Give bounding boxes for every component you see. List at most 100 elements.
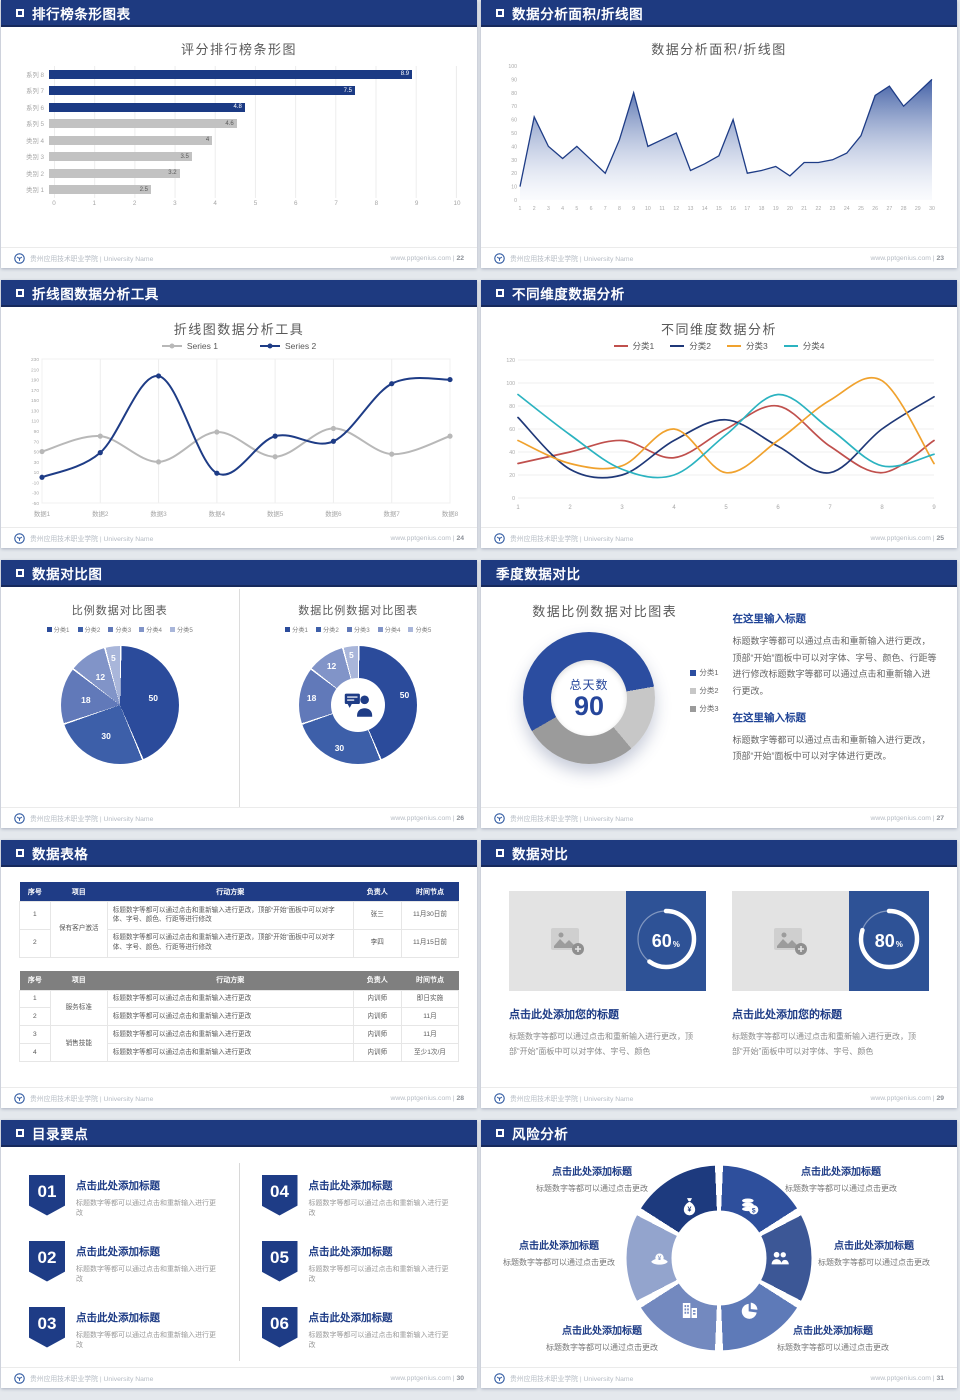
legend-item: 分类5: [408, 625, 431, 634]
page-number: 30: [456, 1374, 464, 1382]
square-bullet-icon: [16, 848, 24, 857]
slide-title: 数据表格: [32, 846, 89, 862]
slide-30-toc[interactable]: 目录要点 01 点击此处添加标题 标题数字等都可以通过点击和重新输入进行更改 02…: [1, 1120, 477, 1388]
square-bullet-icon: [16, 288, 24, 297]
slide-26-pie-comparison[interactable]: 数据对比图 比例数据对比图表 分类1 分类2 分类3 分类4 分类5 50 30 18 12 5…: [1, 560, 477, 828]
chart-legend: 分类1 分类2 分类3 分类4: [481, 340, 957, 352]
toc-body: 标题数字等都可以通过点击和重新输入进行更改: [76, 1331, 216, 1349]
donut-center: 总天数 90: [523, 632, 655, 764]
square-bullet-icon: [16, 8, 24, 17]
bar-row: 系列 5 4.6: [17, 116, 457, 133]
toc-title: 点击此处添加标题: [76, 1311, 160, 1324]
bar: 4.6: [49, 119, 237, 129]
slide-footer: 贵州应用技术职业学院 | University Name www.pptgeni…: [1, 247, 477, 268]
footer-school: 贵州应用技术职业学院 | University Name: [510, 256, 634, 263]
legend-item: 分类4: [377, 625, 400, 634]
risk-body: 标题数字等都可以通过点击更改: [785, 1184, 897, 1193]
square-bullet-icon: [496, 288, 504, 297]
card-title: 点击此处添加您的标题: [732, 1009, 842, 1021]
column-header: 负责人: [353, 970, 402, 991]
footer-site: www.pptgenius.com: [390, 1374, 451, 1382]
pie-chart: 50 30 18 12 5: [60, 646, 179, 764]
risk-title: 点击此处添加标题: [801, 1167, 881, 1178]
svg-text:21: 21: [801, 206, 807, 212]
legend-item: 分类1: [46, 625, 70, 634]
toc-item[interactable]: 04 点击此处添加标题 标题数字等都可以通过点击和重新输入进行更改: [261, 1174, 450, 1218]
toc-number-badge: 03: [29, 1306, 65, 1348]
legend-item: 分类1: [613, 340, 654, 352]
page-number: 25: [936, 534, 944, 542]
column-header: 序号: [19, 970, 51, 991]
slide-24-line-tool[interactable]: 折线图数据分析工具 折线图数据分析工具 Series 1 Series 2 -50…: [1, 280, 477, 548]
footer-school: 贵州应用技术职业学院 | University Name: [510, 816, 634, 823]
svg-text:170: 170: [31, 388, 39, 394]
svg-text:20: 20: [509, 473, 515, 479]
slide-23-area-chart[interactable]: 数据分析面积/折线图 数据分析面积/折线图 0 10 20 30 40 50 60 70 80 9…: [481, 0, 957, 268]
slice-label: 50: [399, 690, 410, 701]
toc-item[interactable]: 05 点击此处添加标题 标题数字等都可以通过点击和重新输入进行更改: [261, 1240, 450, 1284]
slide-27-quarter-donut[interactable]: 季度数据对比 数据比例数据对比图表 总天数 90 分类1 分类2 分类3 在这里输入…: [481, 560, 957, 828]
toc-title: 点击此处添加标题: [308, 1179, 393, 1192]
school-logo-icon: [14, 1092, 25, 1104]
slide-header: 季度数据对比: [481, 560, 957, 587]
risk-title: 点击此处添加标题: [552, 1167, 632, 1178]
risk-item: 点击此处添加标题 标题数字等都可以通过点击更改: [507, 1163, 677, 1194]
footer-school: 贵州应用技术职业学院 | University Name: [30, 536, 154, 543]
svg-text:100: 100: [508, 64, 517, 70]
svg-text:数据3: 数据3: [150, 509, 167, 518]
slide-title: 数据分析面积/折线图: [512, 6, 644, 22]
svg-text:0: 0: [512, 496, 515, 502]
svg-text:$: $: [751, 1207, 755, 1214]
footer-school: 贵州应用技术职业学院 | University Name: [30, 1096, 154, 1103]
toc-number-badge: 01: [29, 1174, 65, 1216]
chart-title: 折线图数据分析工具: [173, 322, 305, 337]
footer-school: 贵州应用技术职业学院 | University Name: [510, 536, 634, 543]
page-number: 31: [936, 1374, 944, 1382]
bar: 2.5: [49, 185, 151, 195]
toc-item[interactable]: 01 点击此处添加标题 标题数字等都可以通过点击和重新输入进行更改: [29, 1174, 217, 1218]
toc-item[interactable]: 06 点击此处添加标题 标题数字等都可以通过点击和重新输入进行更改: [261, 1306, 450, 1350]
pinwheel-diagram: ¥ $ ¥: [626, 1165, 812, 1351]
svg-text:2: 2: [533, 206, 536, 212]
donut-chart: 50 30 18 12 5: [299, 646, 418, 764]
svg-text:数据6: 数据6: [325, 509, 342, 518]
slide-31-risk-analysis[interactable]: 风险分析 ¥ $: [481, 1120, 957, 1388]
svg-text:6: 6: [776, 505, 780, 511]
slide-29-progress-compare[interactable]: 数据对比 60% 点击此处添加您的标题 标题数字等都可以通过点击和重新输: [481, 840, 957, 1108]
data-table: 序号 项目 行动方案 负责人 时间节点 1 服务标准 标题数字等都可以通过点击和重新输入进行更…: [19, 970, 460, 1063]
toc-item[interactable]: 03 点击此处添加标题标题数字等都可以通过点击和重新输入进行更改: [29, 1306, 217, 1350]
building-icon: [678, 1299, 700, 1321]
block-heading: 在这里输入标题: [732, 613, 807, 625]
page-number: 26: [456, 814, 464, 822]
table-row: 2 标题数字等都可以通过点击和重新输入进行更改 内训师 11月: [19, 1007, 460, 1027]
svg-text:13: 13: [688, 206, 694, 212]
progress-ring: 60%: [625, 891, 706, 991]
donut-center-label: 总天数: [569, 678, 609, 692]
slide-25-dimension-lines[interactable]: 不同维度数据分析 不同维度数据分析 分类1 分类2 分类3 分类4 0 20 40 60 80…: [481, 280, 957, 548]
slide-22-ranking-bar[interactable]: 排行榜条形图表 评分排行榜条形图 系列 8 8.9 系列 7 7.5 系列 6 4.8 系列…: [1, 0, 477, 268]
toc-item[interactable]: 02 点击此处添加标题 标题数字等都可以通过点击和重新输入进行更改: [29, 1240, 217, 1284]
footer-school: 贵州应用技术职业学院 | University Name: [510, 1376, 634, 1383]
svg-text:28: 28: [901, 206, 907, 212]
footer-school: 贵州应用技术职业学院 | University Name: [30, 1376, 154, 1383]
bar-row: 类别 3 3.5: [17, 149, 457, 166]
svg-text:20: 20: [511, 171, 517, 177]
legend-item: Series 2: [260, 341, 316, 351]
svg-text:11: 11: [659, 206, 664, 212]
page-number: 27: [936, 814, 944, 822]
svg-text:¥: ¥: [687, 1205, 691, 1213]
slide-header: 数据表格: [1, 840, 477, 867]
bar: 4.8: [49, 102, 245, 112]
svg-text:9: 9: [632, 206, 635, 212]
slide-title: 风险分析: [512, 1126, 569, 1142]
svg-text:10: 10: [645, 206, 651, 212]
slide-28-data-tables[interactable]: 数据表格 序号 项目 行动方案 负责人 时间节点 1 保有客户激活 标题数字等都可以通过点击和…: [1, 840, 477, 1108]
svg-text:70: 70: [34, 439, 40, 445]
legend-item: 分类4: [139, 625, 162, 634]
school-logo-icon: [494, 1372, 505, 1384]
bar-row: 类别 1 2.5: [17, 182, 457, 199]
svg-text:25: 25: [858, 206, 864, 212]
column-header: 项目: [50, 882, 108, 902]
card-title: 点击此处添加您的标题: [509, 1009, 619, 1021]
toc-title: 点击此处添加标题: [308, 1311, 393, 1324]
